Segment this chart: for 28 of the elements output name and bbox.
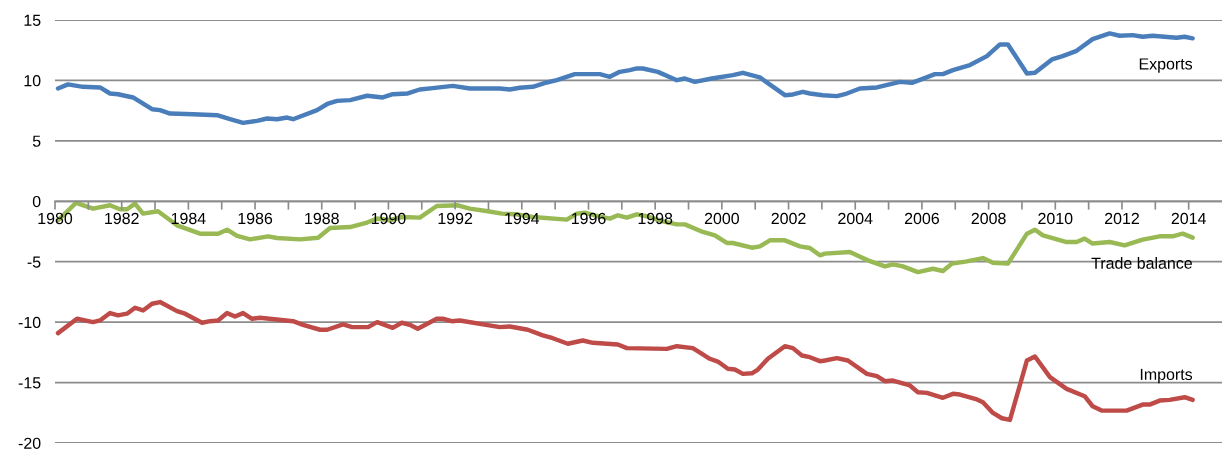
- series-label: Trade balance: [1091, 257, 1192, 269]
- x-tick-label: 1986: [238, 212, 273, 225]
- x-tick-label: 2006: [904, 212, 939, 225]
- x-tick-label: 1984: [171, 212, 206, 225]
- x-tick-label: 2000: [704, 212, 739, 225]
- line-series: [55, 299, 1195, 423]
- x-tick-label: 1992: [438, 212, 473, 225]
- x-tick-label: 1996: [571, 212, 606, 225]
- line-series: [55, 31, 1195, 126]
- y-tick-label: -15: [18, 377, 41, 389]
- series-label: Imports: [1140, 368, 1193, 384]
- x-tick-label: 2014: [1171, 212, 1206, 225]
- x-tick-label: 2008: [971, 212, 1006, 225]
- y-tick-label: 10: [24, 75, 41, 87]
- y-tick-label: -20: [18, 437, 41, 449]
- x-tick-label: 2004: [838, 212, 873, 225]
- y-tick-label: -5: [27, 256, 41, 268]
- x-tick-label: 2010: [1038, 212, 1073, 225]
- y-tick-label: -10: [18, 316, 41, 329]
- x-tick-label: 1988: [305, 212, 339, 225]
- series-label: Exports: [1139, 58, 1193, 73]
- x-tick-label: 2002: [771, 212, 806, 225]
- y-tick-label: 0: [32, 195, 41, 208]
- x-tick-label: 1982: [105, 212, 139, 225]
- y-tick-label: 15: [24, 14, 41, 26]
- x-tick-label: 2012: [1105, 212, 1139, 225]
- y-tick-label: 5: [32, 135, 41, 147]
- x-tick-label: 1998: [638, 212, 673, 225]
